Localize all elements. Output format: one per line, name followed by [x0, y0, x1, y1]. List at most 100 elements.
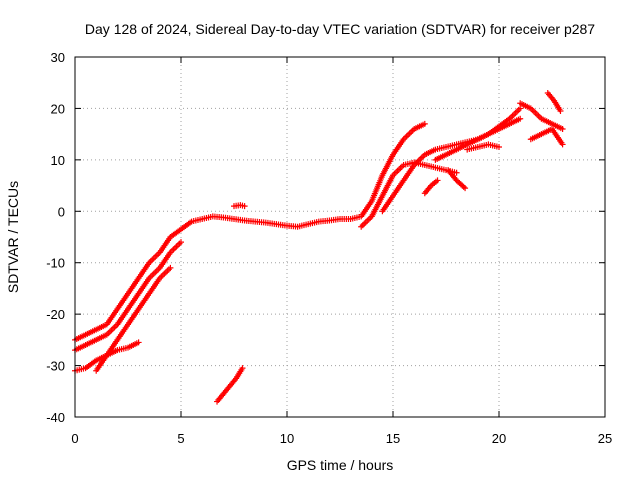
- grid: [75, 57, 605, 417]
- series-arc-15: [544, 90, 564, 114]
- y-tick-label: -40: [46, 410, 65, 425]
- y-tick-label: -10: [46, 256, 65, 271]
- data-point: [559, 126, 566, 132]
- data-point: [239, 365, 246, 372]
- data-point-fill: [540, 126, 554, 137]
- data-point-fill: [518, 101, 533, 111]
- data-point-fill: [233, 216, 246, 224]
- chart-title: Day 128 of 2024, Sidereal Day-to-day VTE…: [85, 21, 595, 37]
- data-point-fill: [307, 219, 320, 227]
- data-point-fill: [115, 307, 130, 326]
- data-point-fill: [380, 194, 395, 213]
- data-point-fill: [84, 337, 98, 348]
- data-point-fill: [158, 266, 172, 280]
- data-point-fill: [455, 178, 467, 190]
- data-point-fill: [94, 332, 109, 342]
- series-arc-5: [214, 365, 246, 405]
- data-point: [241, 203, 248, 210]
- data-point-fill: [228, 376, 238, 388]
- data-point-fill: [401, 163, 417, 182]
- series-arc-10: [421, 177, 441, 197]
- data-point-fill: [104, 307, 120, 326]
- data-point-fill: [529, 106, 543, 121]
- data-point: [178, 239, 184, 246]
- data-point-fill: [126, 340, 140, 350]
- data-point-fill: [275, 221, 288, 229]
- x-tick-label: 25: [598, 431, 612, 446]
- data-point-fill: [391, 138, 406, 156]
- series-arc-9: [432, 105, 524, 163]
- series-arc-12: [464, 141, 502, 153]
- data-point-fill: [136, 276, 152, 295]
- data-point: [135, 339, 142, 346]
- data-point-fill: [126, 292, 141, 311]
- data-point-fill: [508, 106, 522, 121]
- data-point-fill: [328, 216, 341, 224]
- data-point-fill: [94, 354, 109, 372]
- data-point-fill: [234, 366, 245, 380]
- data-point-fill: [423, 162, 437, 171]
- plot-frame: [74, 56, 606, 418]
- data-point-fill: [73, 332, 87, 342]
- data-point-fill: [136, 261, 152, 280]
- data-point-fill: [476, 141, 490, 150]
- data-point-fill: [486, 124, 501, 137]
- y-tick-label: -20: [46, 307, 65, 322]
- data-point-fill: [73, 342, 87, 353]
- series-arc-13: [517, 100, 566, 132]
- data-point-fill: [540, 116, 554, 126]
- x-tick-label: 20: [492, 431, 506, 446]
- data-point-fill: [359, 214, 374, 229]
- data-point-fill: [380, 174, 396, 198]
- data-point: [496, 144, 502, 150]
- data-point: [462, 185, 469, 192]
- data-point-fill: [115, 323, 130, 342]
- y-tick-label: -30: [46, 359, 65, 374]
- data-point-fill: [84, 327, 98, 337]
- data-point-fill: [115, 292, 130, 311]
- series-arc-3: [72, 339, 142, 374]
- x-tick-label: 15: [386, 431, 400, 446]
- series-arc-4: [93, 264, 174, 374]
- data-point-fill: [434, 152, 448, 162]
- series-arc-14: [527, 126, 566, 148]
- data-point-fill: [455, 142, 469, 152]
- data-point-fill: [550, 121, 564, 132]
- data-marks: [72, 90, 566, 405]
- data-point-fill: [157, 235, 173, 254]
- series-arc-1: [72, 120, 428, 343]
- data-point-fill: [94, 322, 109, 332]
- series-arc-11: [445, 167, 469, 192]
- data-point-fill: [380, 153, 396, 177]
- data-point-fill: [233, 202, 242, 209]
- data-point-fill: [423, 147, 437, 157]
- data-point-fill: [402, 127, 416, 141]
- data-point-fill: [423, 184, 433, 195]
- data-point-fill: [412, 153, 427, 167]
- data-point: [421, 120, 428, 127]
- data-point-fill: [147, 250, 162, 265]
- data-point: [517, 105, 524, 112]
- data-point-fill: [429, 178, 439, 188]
- data-point: [453, 169, 460, 176]
- data-point-fill: [201, 213, 214, 222]
- data-point-fill: [508, 116, 522, 126]
- data-point-fill: [147, 266, 162, 280]
- data-point: [517, 115, 524, 122]
- data-point-fill: [529, 132, 543, 142]
- data-point-fill: [126, 276, 141, 295]
- data-point-fill: [546, 91, 556, 103]
- data-point-fill: [552, 99, 563, 113]
- data-point-fill: [157, 251, 173, 270]
- x-tick-label: 10: [280, 431, 294, 446]
- data-point-fill: [126, 307, 141, 326]
- x-axis-label: GPS time / hours: [287, 457, 394, 473]
- data-point-fill: [221, 384, 232, 396]
- y-tick-label: 30: [51, 50, 65, 65]
- data-point-fill: [487, 141, 500, 150]
- data-point-fill: [105, 322, 119, 337]
- data-point-fill: [391, 163, 406, 177]
- data-point-fill: [264, 219, 278, 227]
- data-point-fill: [444, 147, 458, 157]
- data-point-fill: [434, 165, 447, 173]
